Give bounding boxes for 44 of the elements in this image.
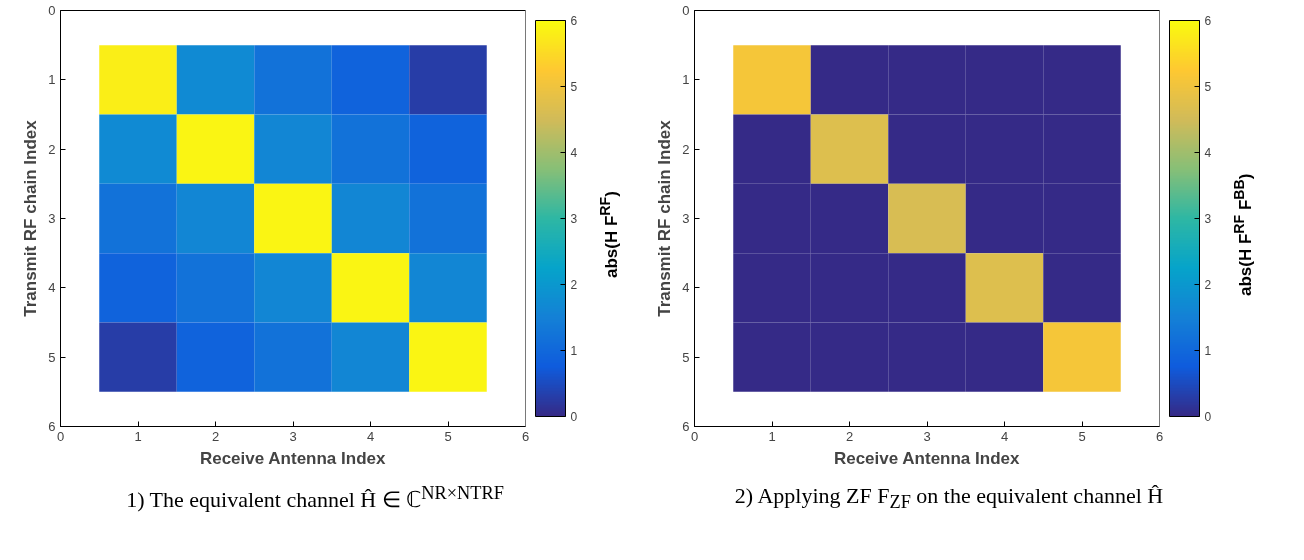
x-tick-label: 2 xyxy=(211,428,220,444)
color-bar-label: 3 xyxy=(1204,212,1212,226)
y-axis-title: Transmit RF chain Index xyxy=(21,119,41,317)
y-tick-label: 4 xyxy=(682,280,690,296)
color-bar-label: 5 xyxy=(1204,80,1212,94)
x-tick-label: 4 xyxy=(366,428,375,444)
x-tick-label: 6 xyxy=(521,428,530,444)
y-tick-label: 4 xyxy=(48,280,56,296)
x-axis-title: Receive Antenna Index xyxy=(833,448,1020,468)
x-tick-label: 5 xyxy=(444,428,452,444)
y-tick-label: 2 xyxy=(682,141,690,157)
text: 1) The equivalent channel Ĥ ∈ ℂ$^{NR×NTRF}$ xyxy=(126,482,504,515)
color-bar-label: 6 xyxy=(1204,14,1212,28)
color-bar-label: 1 xyxy=(1204,344,1212,358)
x-tick-label: 3 xyxy=(923,428,931,444)
text: 2) Applying ZF F$_{ZF}$ on the equivalent channel Ĥ xyxy=(734,482,1164,515)
y-axis-title: Transmit RF chain Index xyxy=(655,119,675,317)
x-axis-title: Receive Antenna Index xyxy=(199,448,386,468)
color-bar-label: 0 xyxy=(570,410,578,424)
color-bar-label: 0 xyxy=(1204,410,1212,424)
color-bar-label: 4 xyxy=(1204,146,1212,160)
color-bar-label: 3 xyxy=(570,212,578,226)
color-bar-label: 6 xyxy=(570,14,578,28)
y-tick-label: 3 xyxy=(682,211,690,226)
color-bar-label: 5 xyxy=(570,80,578,94)
y-tick-label: 5 xyxy=(682,349,690,365)
color-bar-label: 1 xyxy=(570,344,578,358)
color-bar-label: 2 xyxy=(570,278,578,292)
x-tick-label: 3 xyxy=(289,428,297,444)
x-tick-label: 1 xyxy=(768,428,776,444)
y-tick-label: 1 xyxy=(682,72,690,88)
x-tick-label: 6 xyxy=(1155,428,1164,444)
y-tick-label: 3 xyxy=(48,211,56,226)
x-tick-label: 2 xyxy=(845,428,854,444)
y-tick-label: 0 xyxy=(682,3,690,18)
y-tick-label: 2 xyxy=(48,141,56,157)
x-tick-label: 4 xyxy=(1000,428,1009,444)
color-bar-label: 2 xyxy=(1204,278,1212,292)
y-tick-label: 5 xyxy=(48,349,56,365)
color-bar-label: 4 xyxy=(570,146,578,160)
x-tick-label: 1 xyxy=(134,428,142,444)
y-tick-label: 0 xyxy=(48,3,56,18)
y-tick-label: 1 xyxy=(48,72,56,88)
x-tick-label: 5 xyxy=(1078,428,1086,444)
